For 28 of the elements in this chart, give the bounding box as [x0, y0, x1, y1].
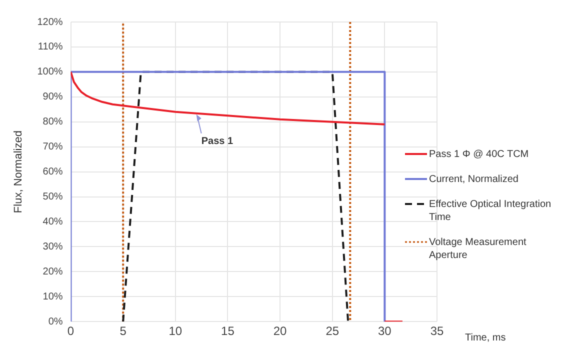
y-tick-label: 100% — [37, 66, 63, 78]
y-tick-label: 70% — [42, 142, 63, 153]
x-tick-label: 0 — [67, 324, 74, 338]
y-tick-label: 60% — [42, 166, 63, 178]
y-tick-label: 120% — [37, 16, 63, 28]
y-tick-label: 30% — [42, 241, 63, 252]
x-tick-label: 5 — [120, 324, 127, 338]
y-tick-label: 90% — [42, 92, 63, 103]
y-tick-label: 0% — [48, 316, 63, 328]
x-axis-title: Time, ms — [465, 332, 506, 344]
y-tick-label: 20% — [42, 266, 63, 278]
y-tick-label: 40% — [42, 216, 63, 228]
x-tick-label: 20 — [273, 324, 288, 338]
x-tick-label: 15 — [221, 324, 235, 338]
x-tick-label: 30 — [378, 324, 392, 338]
legend-label: Effective Optical Integration Time — [429, 198, 552, 224]
x-tick-label: 25 — [326, 324, 340, 338]
y-tick-label: 110% — [38, 42, 63, 53]
legend-label: Current, Normalized — [429, 173, 518, 186]
y-tick-label: 80% — [42, 116, 63, 128]
x-tick-label: 10 — [168, 324, 182, 338]
legend-label: Pass 1 Φ @ 40C TCM — [429, 148, 529, 161]
y-tick-label: 10% — [42, 291, 63, 302]
legend-label: Voltage Measurement Aperture — [429, 236, 528, 262]
x-tick-label: 35 — [430, 324, 444, 338]
y-axis-title: Flux, Normalized — [12, 130, 25, 214]
annotation: Pass 1 — [201, 136, 234, 148]
y-tick-label: 50% — [42, 192, 63, 203]
